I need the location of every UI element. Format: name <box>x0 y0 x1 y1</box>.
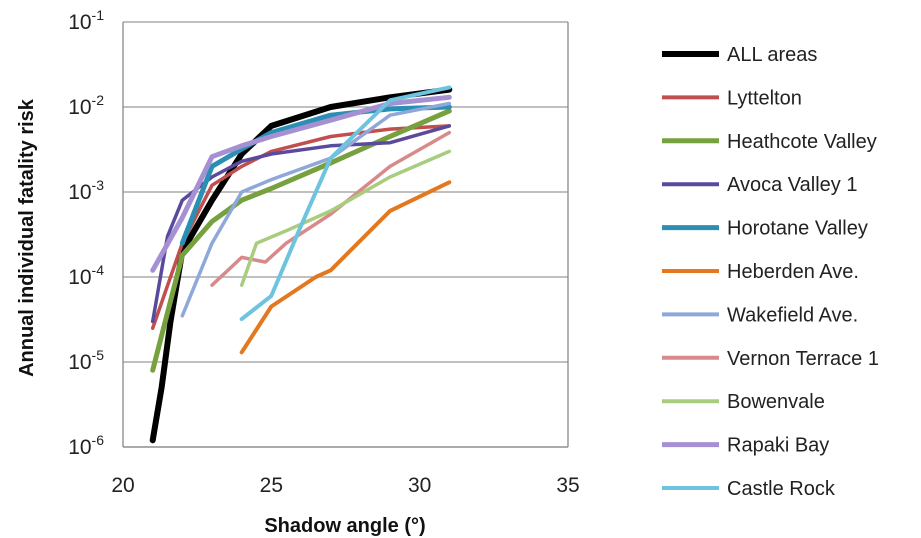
x-tick-label: 35 <box>556 474 579 497</box>
y-tick-labels: 10-1 10-2 10-3 10-4 10-5 10-6 <box>68 7 104 459</box>
series-line-heathcote-valley <box>150 108 452 373</box>
legend-label: Avoca Valley 1 <box>727 174 857 196</box>
y-tick-label: 10-3 <box>68 177 104 204</box>
series-line-heberden-ave <box>239 180 452 355</box>
series-line-wakefield-ave <box>180 101 452 318</box>
series-line-vernon-terrace-1 <box>210 130 452 287</box>
x-tick-label: 25 <box>260 474 283 497</box>
series-lines <box>149 85 453 444</box>
y-axis-title: Annual individual fatality risk <box>16 98 38 377</box>
legend-label: Castle Rock <box>727 478 836 500</box>
legend-label: Heberden Ave. <box>727 261 859 283</box>
series-line-avoca-valley-1 <box>150 124 452 324</box>
y-tick-label: 10-1 <box>68 7 104 34</box>
series-line-rapaki-bay <box>150 94 452 273</box>
x-tick-label: 20 <box>111 474 134 497</box>
series-line-bowenvale <box>239 149 452 287</box>
legend: ALL areas Lyttelton Heathcote Valley Avoca … <box>662 44 879 500</box>
y-tick-label: 10-6 <box>68 432 104 459</box>
axes <box>122 22 569 448</box>
legend-label: Lyttelton <box>727 87 802 109</box>
x-tick-label: 30 <box>408 474 431 497</box>
y-tick-label: 10-5 <box>68 347 104 374</box>
y-tick-label: 10-2 <box>68 92 104 119</box>
legend-label: Wakefield Ave. <box>727 304 858 326</box>
legend-label: Rapaki Bay <box>727 435 829 457</box>
series-line-castle-rock <box>239 85 452 322</box>
legend-label: ALL areas <box>727 44 817 66</box>
legend-label: Bowenvale <box>727 391 825 413</box>
x-axis-title: Shadow angle (°) <box>264 515 425 537</box>
series-line-horotane-valley <box>179 104 452 246</box>
legend-label: Heathcote Valley <box>727 131 877 153</box>
x-tick-labels: 20 25 30 35 <box>111 474 579 497</box>
legend-label: Horotane Valley <box>727 218 868 240</box>
legend-label: Vernon Terrace 1 <box>727 348 879 370</box>
y-tick-label: 10-4 <box>68 262 104 289</box>
